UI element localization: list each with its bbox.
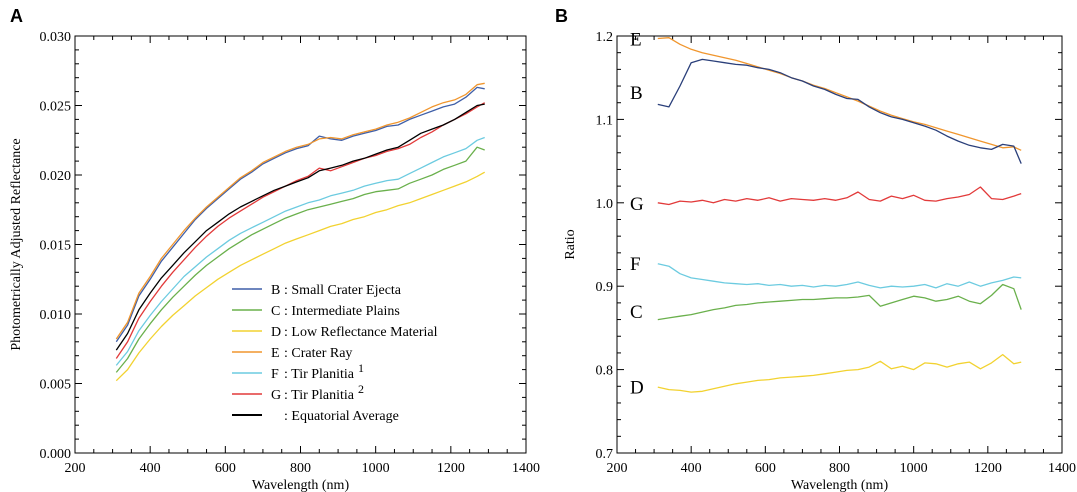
legend-a: B : Small Crater Ejecta C : Intermediate Pl… <box>232 283 438 424</box>
x-tick-label: 1000 <box>362 461 390 476</box>
y-tick-label: 0.8 <box>596 364 614 379</box>
legend-letter: C <box>271 304 280 319</box>
x-tick-label: 600 <box>215 461 236 476</box>
x-tick-label: 1200 <box>974 461 1002 476</box>
series-line-e <box>115 82 485 340</box>
y-tick-label: 0.000 <box>40 447 72 462</box>
legend-label: : Tir Planitia <box>284 388 355 403</box>
series-line-f <box>657 263 1022 289</box>
x-tick-label: 600 <box>755 461 776 476</box>
series-a <box>115 82 486 382</box>
y-tick-label: 1.1 <box>596 113 614 128</box>
y-tick-label: 1.2 <box>596 30 614 45</box>
series-label-f: F <box>630 254 641 275</box>
series-line-b <box>657 58 1022 164</box>
series-label-g: G <box>630 194 644 215</box>
legend-letter: F <box>271 367 279 382</box>
x-tick-label: 800 <box>829 461 850 476</box>
y-axis-title: Ratio <box>563 229 578 259</box>
series-label-d: D <box>630 377 644 398</box>
panel-b: B 200 400 600 800 1000 1200 1400 0.7 0.8 0.9 1.0 1.… <box>555 6 1076 492</box>
y-tick-label: 0.015 <box>40 239 72 254</box>
series-line-c <box>115 146 485 373</box>
x-tick-label: 1400 <box>1048 461 1076 476</box>
series-labels-b: E B G F C D <box>630 30 644 399</box>
legend-letter: E <box>271 346 280 361</box>
series-b <box>657 37 1022 393</box>
x-tick-label: 400 <box>140 461 161 476</box>
series-line-g <box>115 102 486 359</box>
legend-label: : Crater Ray <box>284 346 352 361</box>
x-tick-label: 800 <box>290 461 311 476</box>
axes-a: 200 400 600 800 1000 1200 1400 0.000 0.005 0.010 0… <box>9 30 540 492</box>
x-tick-label: 1000 <box>900 461 928 476</box>
x-axis-title: Wavelength (nm) <box>252 478 350 492</box>
y-tick-label: 0.020 <box>40 169 72 184</box>
series-label-c: C <box>630 302 643 323</box>
legend-label: : Tir Planitia <box>284 367 355 382</box>
series-line-c <box>657 283 1022 321</box>
y-tick-label: 0.9 <box>596 280 614 295</box>
legend-letter: D <box>271 325 281 340</box>
x-tick-label: 1400 <box>512 461 540 476</box>
legend-letter: B <box>271 283 280 298</box>
legend-label: : Low Reflectance Material <box>284 325 438 340</box>
series-line-e <box>657 37 1022 151</box>
legend-label: : Equatorial Average <box>284 409 399 424</box>
legend-label: : Small Crater Ejecta <box>284 283 402 298</box>
panel-label-a: A <box>10 6 23 26</box>
panel-label-b: B <box>555 6 568 26</box>
y-axis-title: Photometrically Adjusted Reflectance <box>9 138 24 350</box>
y-tick-label: 0.010 <box>40 308 72 323</box>
y-tick-label: 1.0 <box>596 197 614 212</box>
series-line-b <box>115 86 485 343</box>
series-line-g <box>657 186 1022 206</box>
legend-superscript: 2 <box>358 382 364 396</box>
y-tick-label: 0.005 <box>40 378 72 393</box>
x-tick-label: 1200 <box>437 461 465 476</box>
series-label-e: E <box>630 30 642 51</box>
series-line-d <box>657 353 1022 393</box>
legend-superscript: 1 <box>358 361 364 375</box>
series-label-b: B <box>630 83 643 104</box>
x-tick-label: 200 <box>607 461 628 476</box>
series-line-d <box>115 171 486 382</box>
x-tick-label: 200 <box>65 461 86 476</box>
series-line-f <box>115 136 485 366</box>
legend-letter: G <box>271 388 281 403</box>
y-tick-label: 0.025 <box>40 100 72 115</box>
panel-a: A 200 400 600 800 1000 1200 1400 0.000 0.005 0.01… <box>9 6 540 492</box>
legend-label: : Intermediate Plains <box>284 304 400 319</box>
series-line-avg <box>115 103 485 351</box>
axes-b: 200 400 600 800 1000 1200 1400 0.7 0.8 0.9 1.0 1.1 1… <box>563 30 1076 492</box>
x-tick-label: 400 <box>681 461 702 476</box>
x-axis-title: Wavelength (nm) <box>791 478 889 492</box>
y-tick-label: 0.7 <box>596 447 614 462</box>
y-tick-label: 0.030 <box>40 30 72 45</box>
